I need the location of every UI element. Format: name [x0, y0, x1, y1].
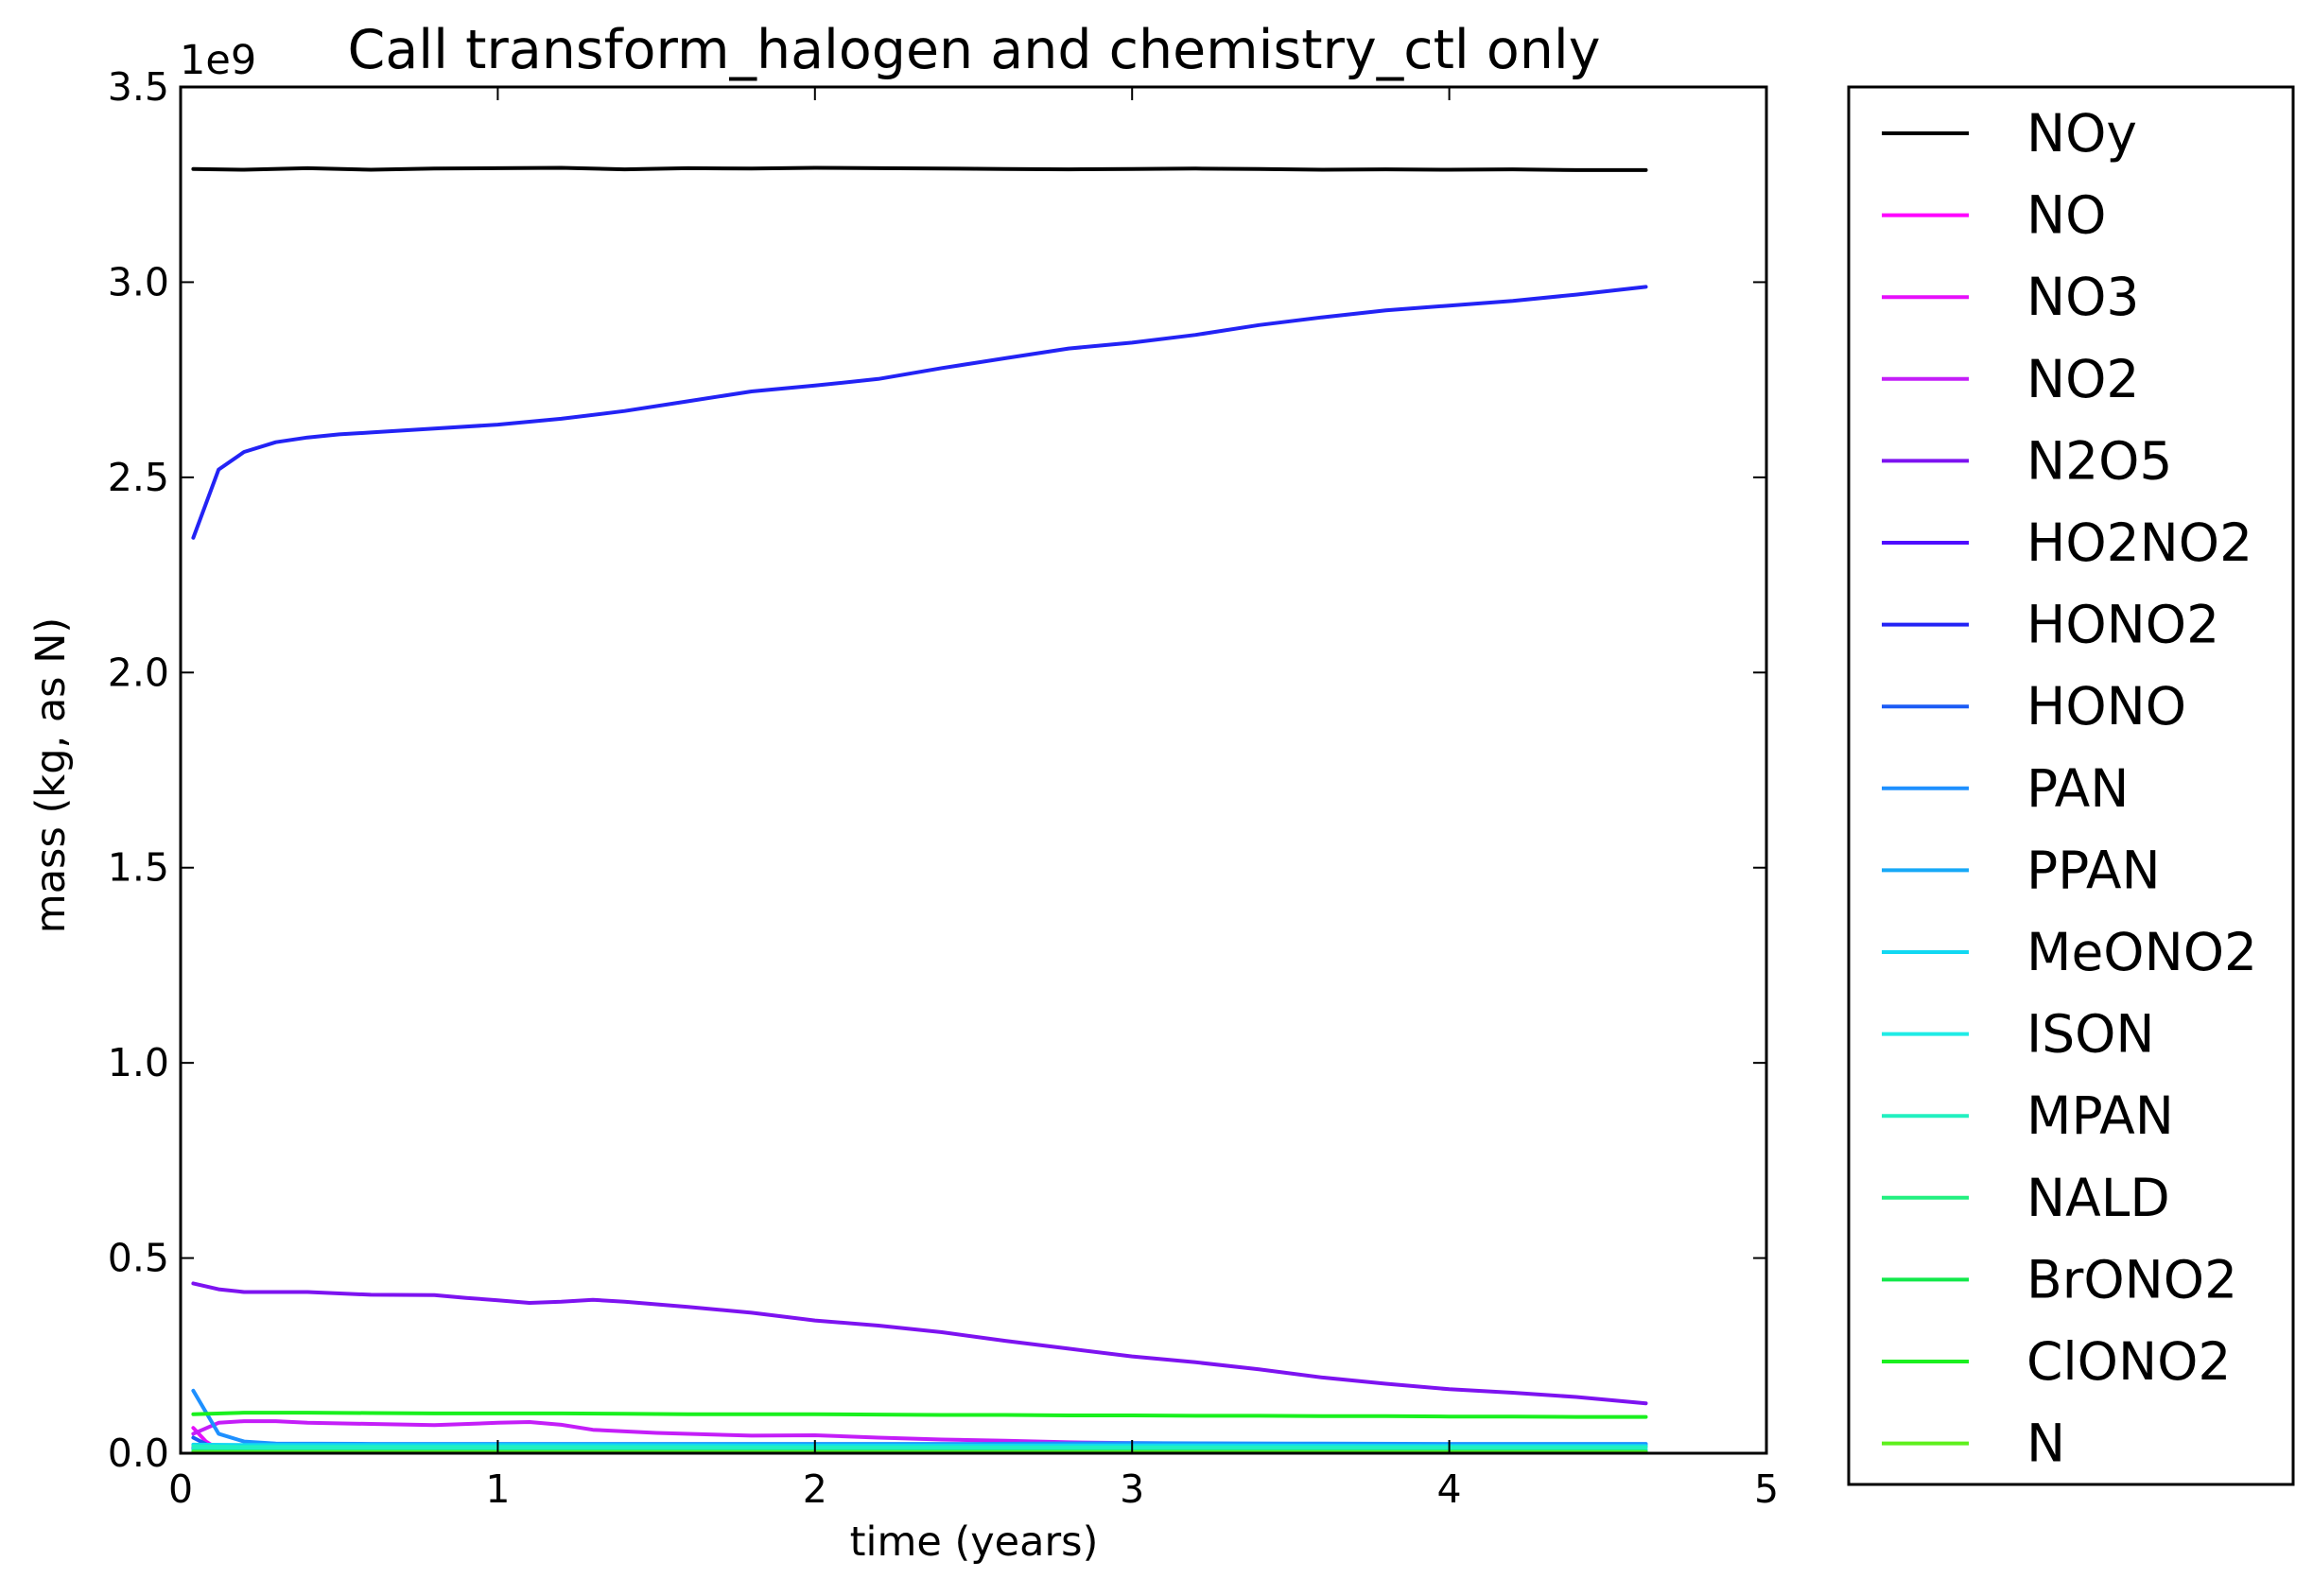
x-tick-label: 5: [1754, 1466, 1779, 1512]
legend-label: HO2NO2: [2026, 512, 2252, 573]
legend-label: NO2: [2026, 349, 2139, 409]
legend-item: NO3: [1882, 267, 2139, 327]
legend-label: HONO2: [2026, 595, 2219, 655]
x-axis-label: time (years): [850, 1518, 1099, 1566]
legend-label: ISON: [2026, 1004, 2155, 1065]
legend-item: HONO2: [1882, 595, 2219, 655]
y-axis-ticks: 0.0 0.5 1.0 1.5 2.0 2.5 3.0 3.5: [108, 64, 1766, 1476]
legend-label: N: [2026, 1414, 2065, 1474]
y-tick-label: 3.5: [108, 64, 169, 110]
legend-item: NOy: [1882, 103, 2137, 164]
legend-item: NO: [1882, 185, 2106, 246]
y-tick-label: 1.5: [108, 845, 169, 891]
series-line-clono2: [191, 1411, 1648, 1419]
y-axis-label: mass (kg, as N): [27, 617, 75, 933]
y-tick-label: 0.0: [108, 1431, 169, 1476]
x-tick-label: 1: [485, 1466, 510, 1512]
legend-item: NO2: [1882, 349, 2139, 409]
legend-items: NOy NO NO3 NO2 N2O5 HO2NO2 HONO2 HONO PAN PPAN MeO…: [1882, 103, 2257, 1474]
y-axis-offset-label: 1e9: [180, 37, 256, 84]
y-tick-label: 2.5: [108, 455, 169, 500]
y-tick-label: 0.5: [108, 1236, 169, 1281]
legend-item: HO2NO2: [1882, 512, 2252, 573]
legend-item: NALD: [1882, 1168, 2170, 1228]
y-tick-label: 2.0: [108, 650, 169, 695]
x-tick-label: 0: [168, 1466, 193, 1512]
x-tick-label: 4: [1437, 1466, 1462, 1512]
legend-item: MeONO2: [1882, 922, 2257, 982]
legend-label: NO3: [2026, 267, 2139, 327]
legend-item: BrONO2: [1882, 1249, 2237, 1310]
legend-frame: [1847, 85, 2295, 1486]
legend-label: PAN: [2026, 758, 2129, 819]
legend-item: N: [1882, 1414, 2065, 1474]
legend-item: PAN: [1882, 758, 2129, 819]
legend-item: HONO: [1882, 676, 2186, 737]
legend-label: NALD: [2026, 1168, 2170, 1228]
series-line-noy: [191, 165, 1648, 172]
series-line-hono2: [191, 285, 1648, 540]
legend-label: BrONO2: [2026, 1249, 2237, 1310]
legend-label: PPAN: [2026, 840, 2161, 900]
legend-label: MeONO2: [2026, 922, 2257, 982]
chart-title: Call transform_halogen and chemistry_ctl…: [348, 19, 1601, 81]
legend-label: NO: [2026, 185, 2106, 246]
legend-item: PPAN: [1882, 840, 2161, 900]
legend-label: ClONO2: [2026, 1331, 2231, 1392]
legend: NOy NO NO3 NO2 N2O5 HO2NO2 HONO2 HONO PAN PPAN MeO…: [1847, 85, 2295, 1486]
legend-label: NOy: [2026, 103, 2137, 164]
series-line-mpan: [191, 1444, 1648, 1449]
legend-label: N2O5: [2026, 430, 2172, 491]
y-tick-label: 3.0: [108, 259, 169, 304]
legend-item: MPAN: [1882, 1085, 2174, 1146]
plot-frame: [179, 85, 1768, 1455]
legend-item: N2O5: [1882, 430, 2172, 491]
legend-label: MPAN: [2026, 1085, 2174, 1146]
x-tick-label: 2: [803, 1466, 827, 1512]
legend-item: ClONO2: [1882, 1331, 2231, 1392]
legend-label: HONO: [2026, 676, 2186, 737]
x-axis-ticks: 0 1 2 3 4 5: [168, 87, 1779, 1512]
x-tick-label: 3: [1120, 1466, 1144, 1512]
legend-item: ISON: [1882, 1004, 2155, 1065]
series-line-n2o5: [191, 1281, 1648, 1406]
y-tick-label: 1.0: [108, 1040, 169, 1085]
